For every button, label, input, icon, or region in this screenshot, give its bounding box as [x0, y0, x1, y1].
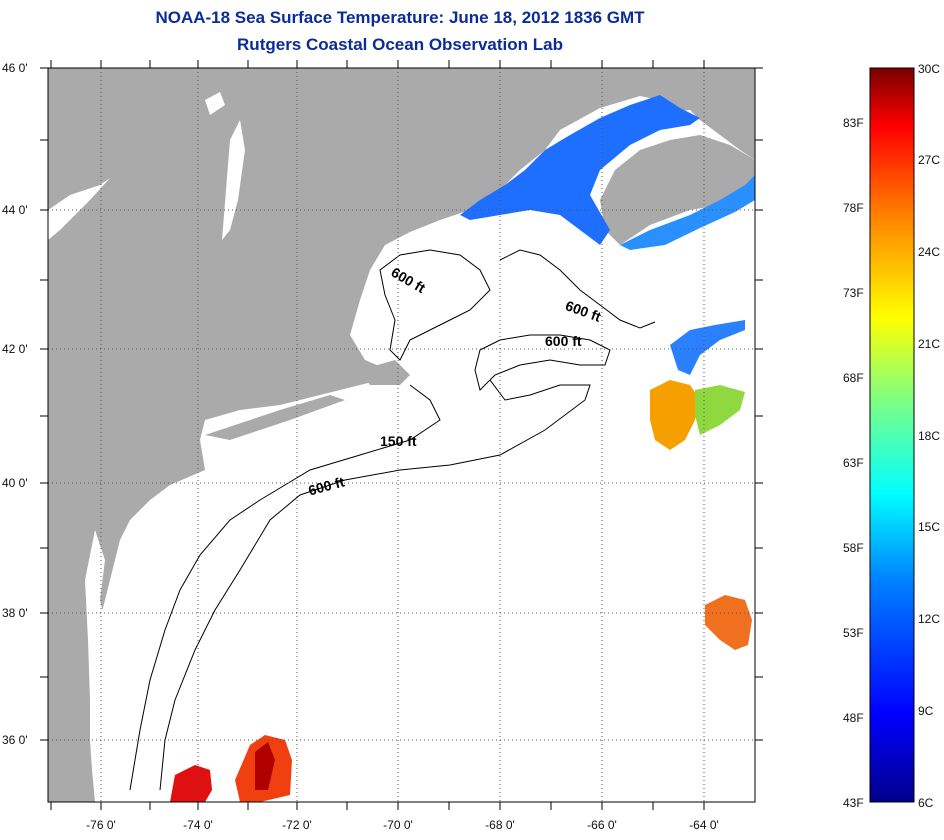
contour-150: [129, 384, 441, 791]
lon-ticks: [50, 60, 705, 810]
lon-label-74: -74 0': [183, 818, 213, 832]
colorbar-f-63: 63F: [843, 456, 864, 470]
lon-label-72: -72 0': [282, 818, 312, 832]
lake: [205, 92, 225, 115]
contour-600-shelf: [159, 379, 591, 791]
lat-label-42: 42 0': [2, 342, 28, 356]
contour-600-georges: [474, 334, 611, 391]
contour-label-georges: 600 ft: [545, 333, 582, 349]
lon-label-70: -70 0': [383, 818, 413, 832]
colorbar-f-53: 53F: [843, 626, 864, 640]
sst-fundy: [460, 95, 700, 245]
lon-label-76: -76 0': [86, 818, 116, 832]
lat-label-44: 44 0': [2, 203, 28, 217]
map-border: [47, 67, 756, 803]
land-long-island: [205, 395, 345, 440]
colorbar-c-9: 9C: [918, 704, 934, 718]
lon-label-68: -68 0': [485, 818, 515, 832]
colorbar-c-18: 18C: [918, 429, 941, 443]
colorbar: [869, 67, 915, 803]
contour-600-gom: [379, 249, 491, 361]
sst-warm-eddy: [650, 380, 700, 450]
colorbar-f-68: 68F: [843, 371, 864, 385]
lake: [222, 120, 245, 240]
colorbar-f-83: 83F: [843, 116, 864, 130]
colorbar-f-48: 48F: [843, 711, 864, 725]
lat-label-36: 36 0': [2, 733, 28, 747]
colorbar-c-12: 12C: [918, 612, 941, 626]
contour-600-ne: [499, 249, 656, 329]
contour-label-150: 150 ft: [380, 433, 417, 449]
map-title: NOAA-18 Sea Surface Temperature: June 18…: [155, 8, 645, 27]
sst-scotian-shelf: [620, 175, 755, 250]
lon-label-66: -66 0': [587, 818, 617, 832]
colorbar-c-30: 30C: [918, 62, 941, 76]
colorbar-c-21: 21C: [918, 337, 941, 351]
land-mass: [48, 68, 755, 802]
lat-label-46: 46 0': [2, 61, 28, 75]
chesapeake-bay: [85, 530, 110, 760]
sst-georges-blue: [670, 320, 745, 375]
lat-label-38: 38 0': [2, 606, 28, 620]
lat-label-40: 40 0': [2, 476, 28, 490]
sst-green-patch: [695, 385, 745, 435]
colorbar-c-15: 15C: [918, 520, 941, 534]
colorbar-f-73: 73F: [843, 286, 864, 300]
sst-south-darkred: [255, 742, 275, 790]
lon-label-64: -64 0': [689, 818, 719, 832]
colorbar-f-58: 58F: [843, 541, 864, 555]
land-nova-scotia: [600, 135, 755, 245]
colorbar-f-43: 43F: [843, 796, 864, 810]
colorbar-c-24: 24C: [918, 245, 941, 259]
sst-gulf-stream-east: [705, 595, 752, 650]
map-subtitle: Rutgers Coastal Ocean Observation Lab: [237, 35, 563, 54]
land-cape-cod: [360, 360, 410, 385]
colorbar-c-27: 27C: [918, 153, 941, 167]
lake: [48, 178, 110, 240]
sst-south-red: [170, 765, 212, 802]
colorbar-f-78: 78F: [843, 201, 864, 215]
colorbar-c-6: 6C: [918, 796, 934, 810]
lat-ticks: [40, 67, 763, 741]
